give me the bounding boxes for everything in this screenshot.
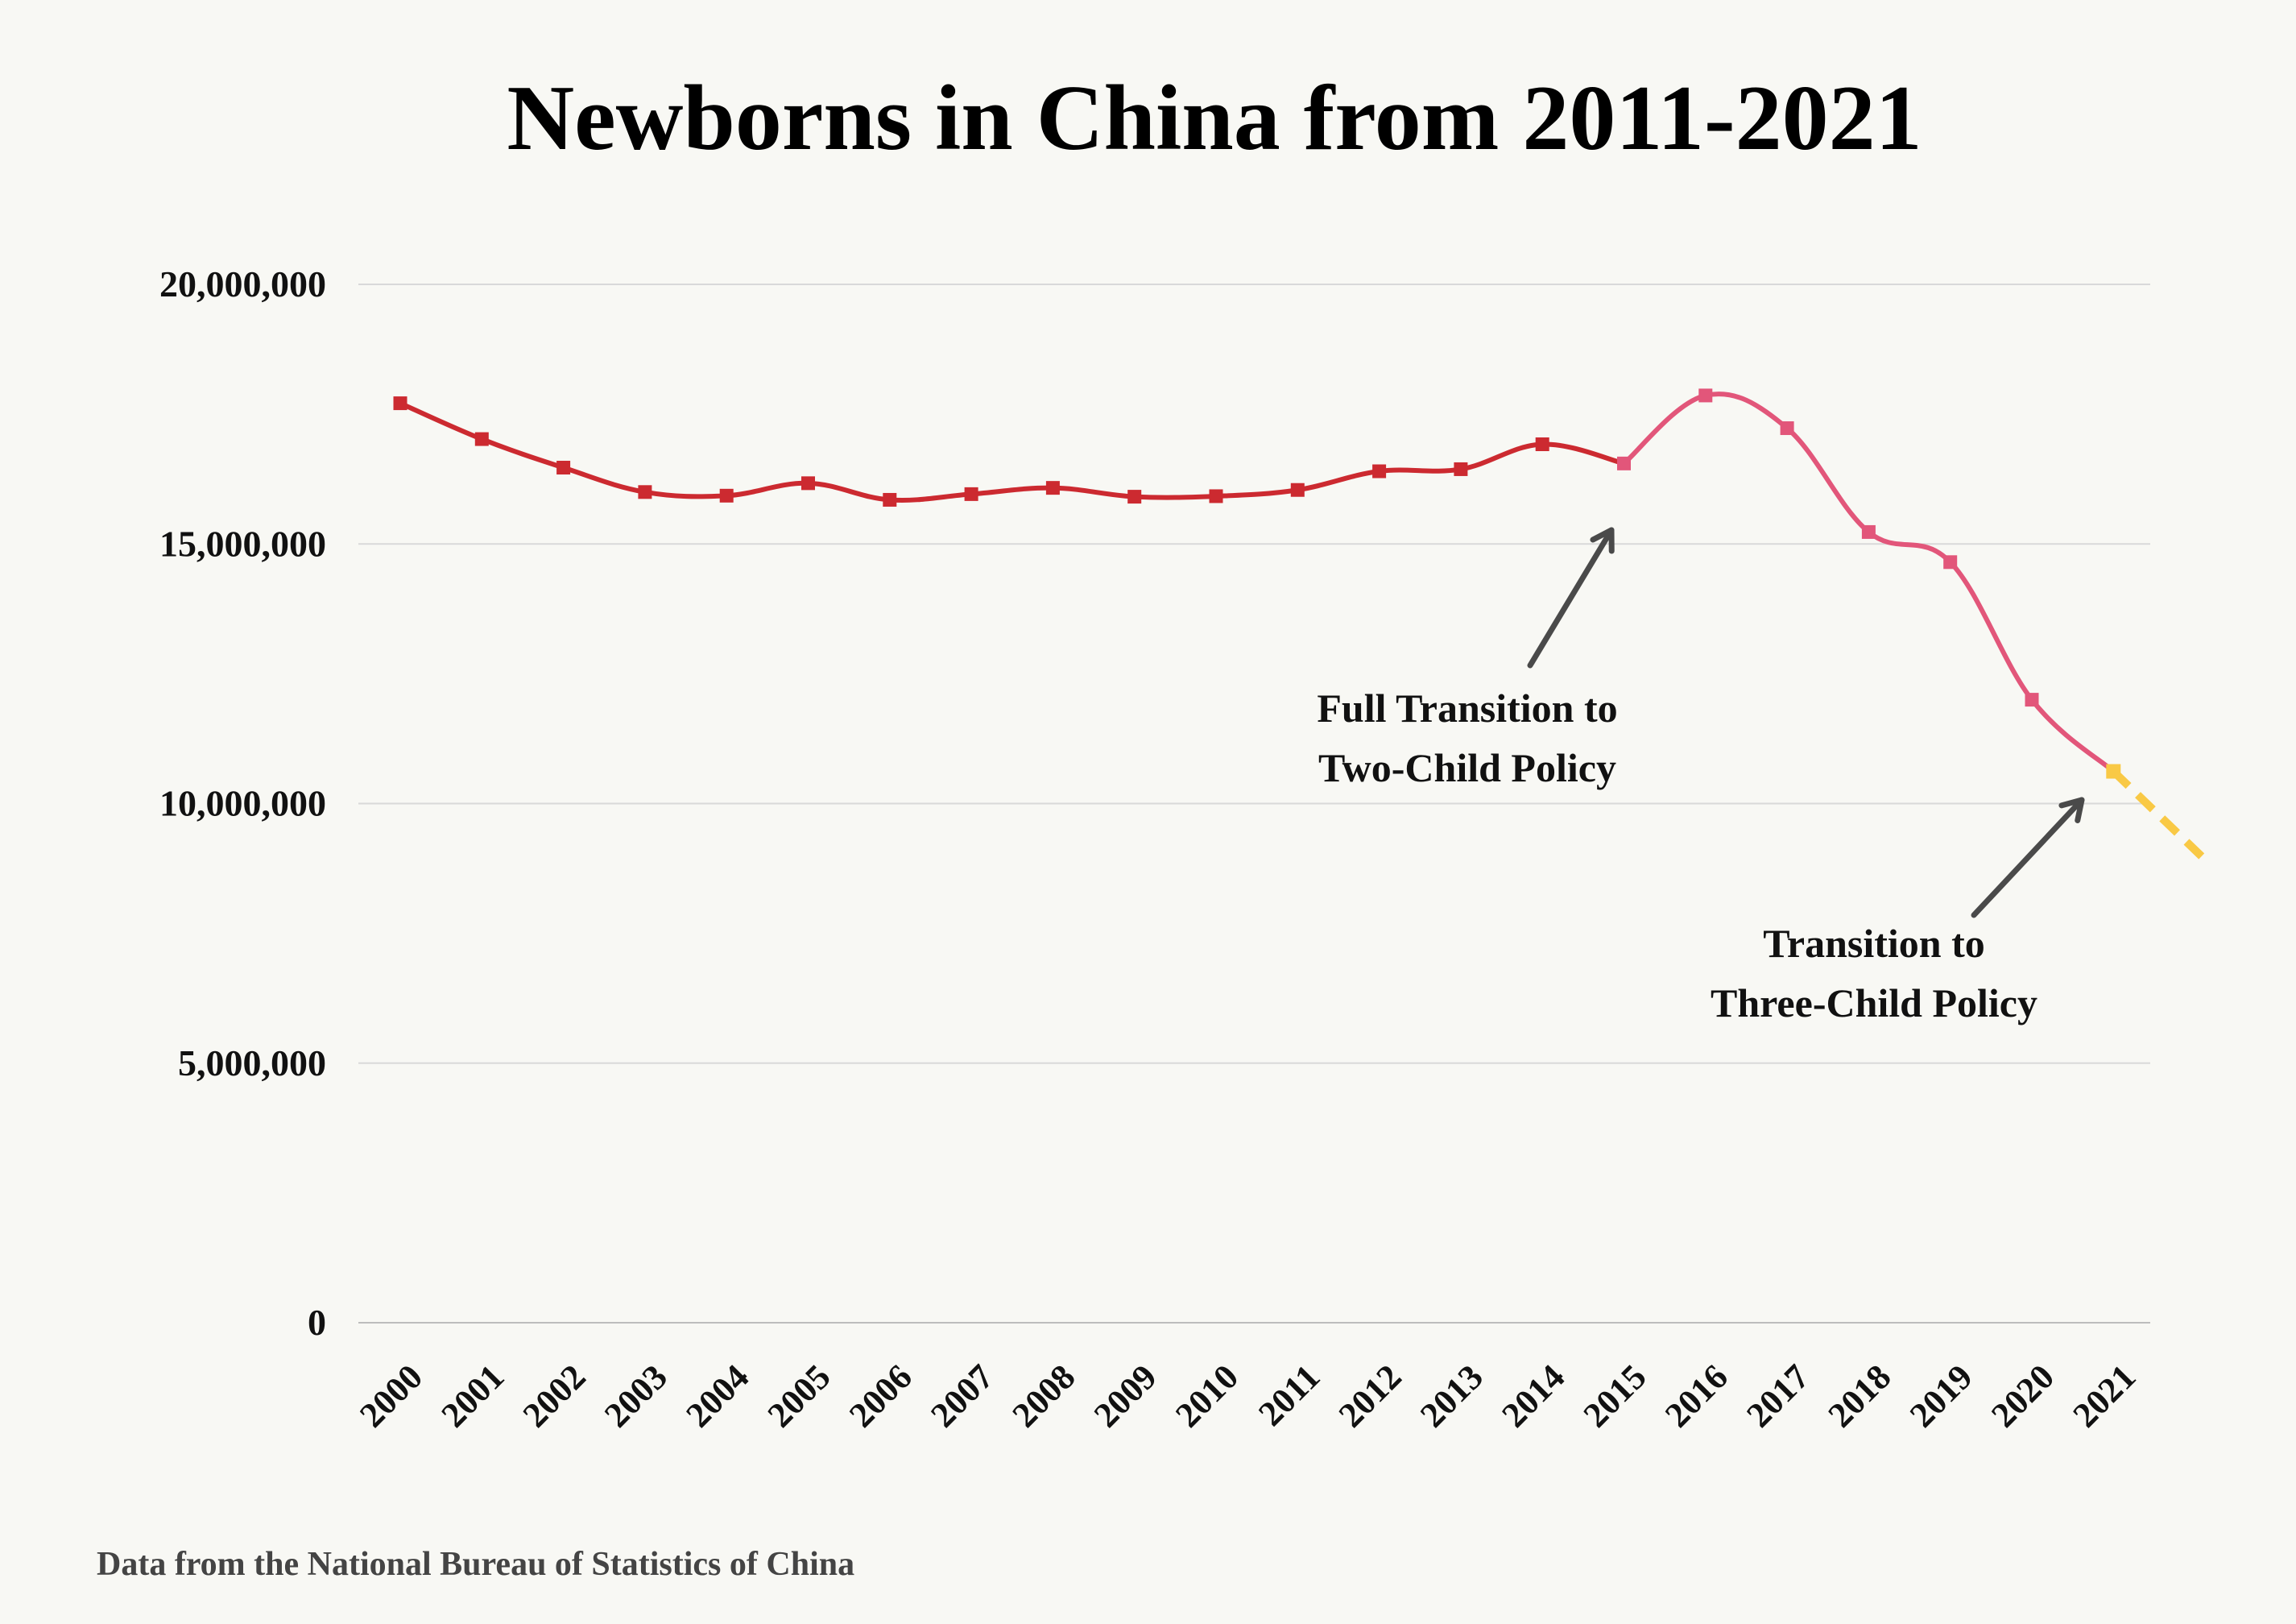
x-tick-label: 2002 [515, 1357, 594, 1435]
x-tick-label: 2001 [433, 1357, 511, 1435]
data-point [801, 476, 815, 491]
x-tick-label: 2013 [1413, 1357, 1491, 1435]
x-tick-label: 2006 [842, 1357, 920, 1435]
x-tick-label: 2021 [2065, 1357, 2143, 1435]
data-point [1943, 555, 1958, 570]
y-tick-label: 10,000,000 [159, 783, 326, 824]
data-point [1290, 483, 1305, 497]
x-tick-label: 2012 [1331, 1357, 1409, 1435]
data-point [1127, 490, 1142, 504]
data-point [1372, 464, 1387, 478]
x-tick-label: 2005 [760, 1357, 838, 1435]
x-tick-label: 2008 [1005, 1357, 1083, 1435]
data-point [393, 396, 407, 411]
data-point [1780, 421, 1794, 436]
x-tick-label: 2014 [1494, 1357, 1572, 1435]
data-point [964, 487, 978, 501]
y-axis: 0 5,000,000 10,000,000 15,000,000 20,000,000 [159, 263, 326, 1343]
data-point [556, 461, 571, 475]
y-tick-label: 0 [308, 1302, 326, 1343]
chart-title: Newborns in China from 2011-2021 [507, 67, 1922, 170]
source-note: Data from the National Bureau of Statist… [97, 1546, 854, 1583]
annotations: Full Transition to Two-Child Policy Transi… [1317, 527, 2085, 1025]
x-tick-label: 2017 [1739, 1357, 1817, 1435]
y-tick-label: 5,000,000 [178, 1042, 326, 1083]
x-tick-label: 2010 [1168, 1357, 1246, 1435]
annotation-text: Three-Child Policy [1711, 980, 2037, 1025]
x-tick-label: 2016 [1657, 1357, 1735, 1435]
series [393, 388, 2209, 864]
data-point [1861, 524, 1876, 539]
arrow-three-child-policy [1971, 797, 2085, 918]
data-point [474, 432, 489, 446]
arrow-three-child-policy-head [2058, 797, 2085, 823]
data-point [1617, 456, 1631, 470]
x-tick-label: 2020 [1984, 1357, 2062, 1435]
arrow-two-child-policy [1527, 527, 1615, 669]
x-tick-label: 2009 [1086, 1357, 1165, 1435]
data-point [1698, 388, 1713, 403]
annotation-text: Two-Child Policy [1318, 745, 1616, 790]
arrow-two-child-policy-head [1590, 527, 1615, 554]
series-line-late [1622, 392, 2116, 773]
y-tick-label: 15,000,000 [159, 523, 326, 564]
grid [358, 284, 2150, 1324]
y-tick-label: 20,000,000 [159, 263, 326, 304]
annotation-text: Transition to [1763, 921, 1985, 966]
x-axis: 2000 2001 2002 2003 2004 2005 2006 2007 2008 2009… [352, 1357, 2143, 1435]
x-tick-label: 2007 [923, 1357, 1001, 1435]
x-tick-label: 2004 [678, 1357, 756, 1435]
data-point-2021-projection-start [2106, 764, 2121, 779]
projection-line [2110, 768, 2209, 864]
data-point [2025, 693, 2039, 707]
data-point [638, 485, 652, 499]
data-point [883, 492, 897, 507]
series-line-early [399, 400, 1625, 503]
x-tick-label: 2015 [1576, 1357, 1654, 1435]
data-point [1454, 462, 1468, 476]
data-point [1535, 437, 1549, 452]
x-tick-label: 2011 [1251, 1357, 1327, 1433]
x-tick-label: 2003 [597, 1357, 675, 1435]
x-tick-label: 2019 [1902, 1357, 1980, 1435]
data-point [1045, 481, 1060, 495]
x-tick-label: 2000 [352, 1357, 430, 1435]
annotation-text: Full Transition to [1317, 686, 1617, 731]
data-point [719, 488, 734, 503]
data-point [1209, 489, 1223, 503]
x-tick-label: 2018 [1821, 1357, 1899, 1435]
